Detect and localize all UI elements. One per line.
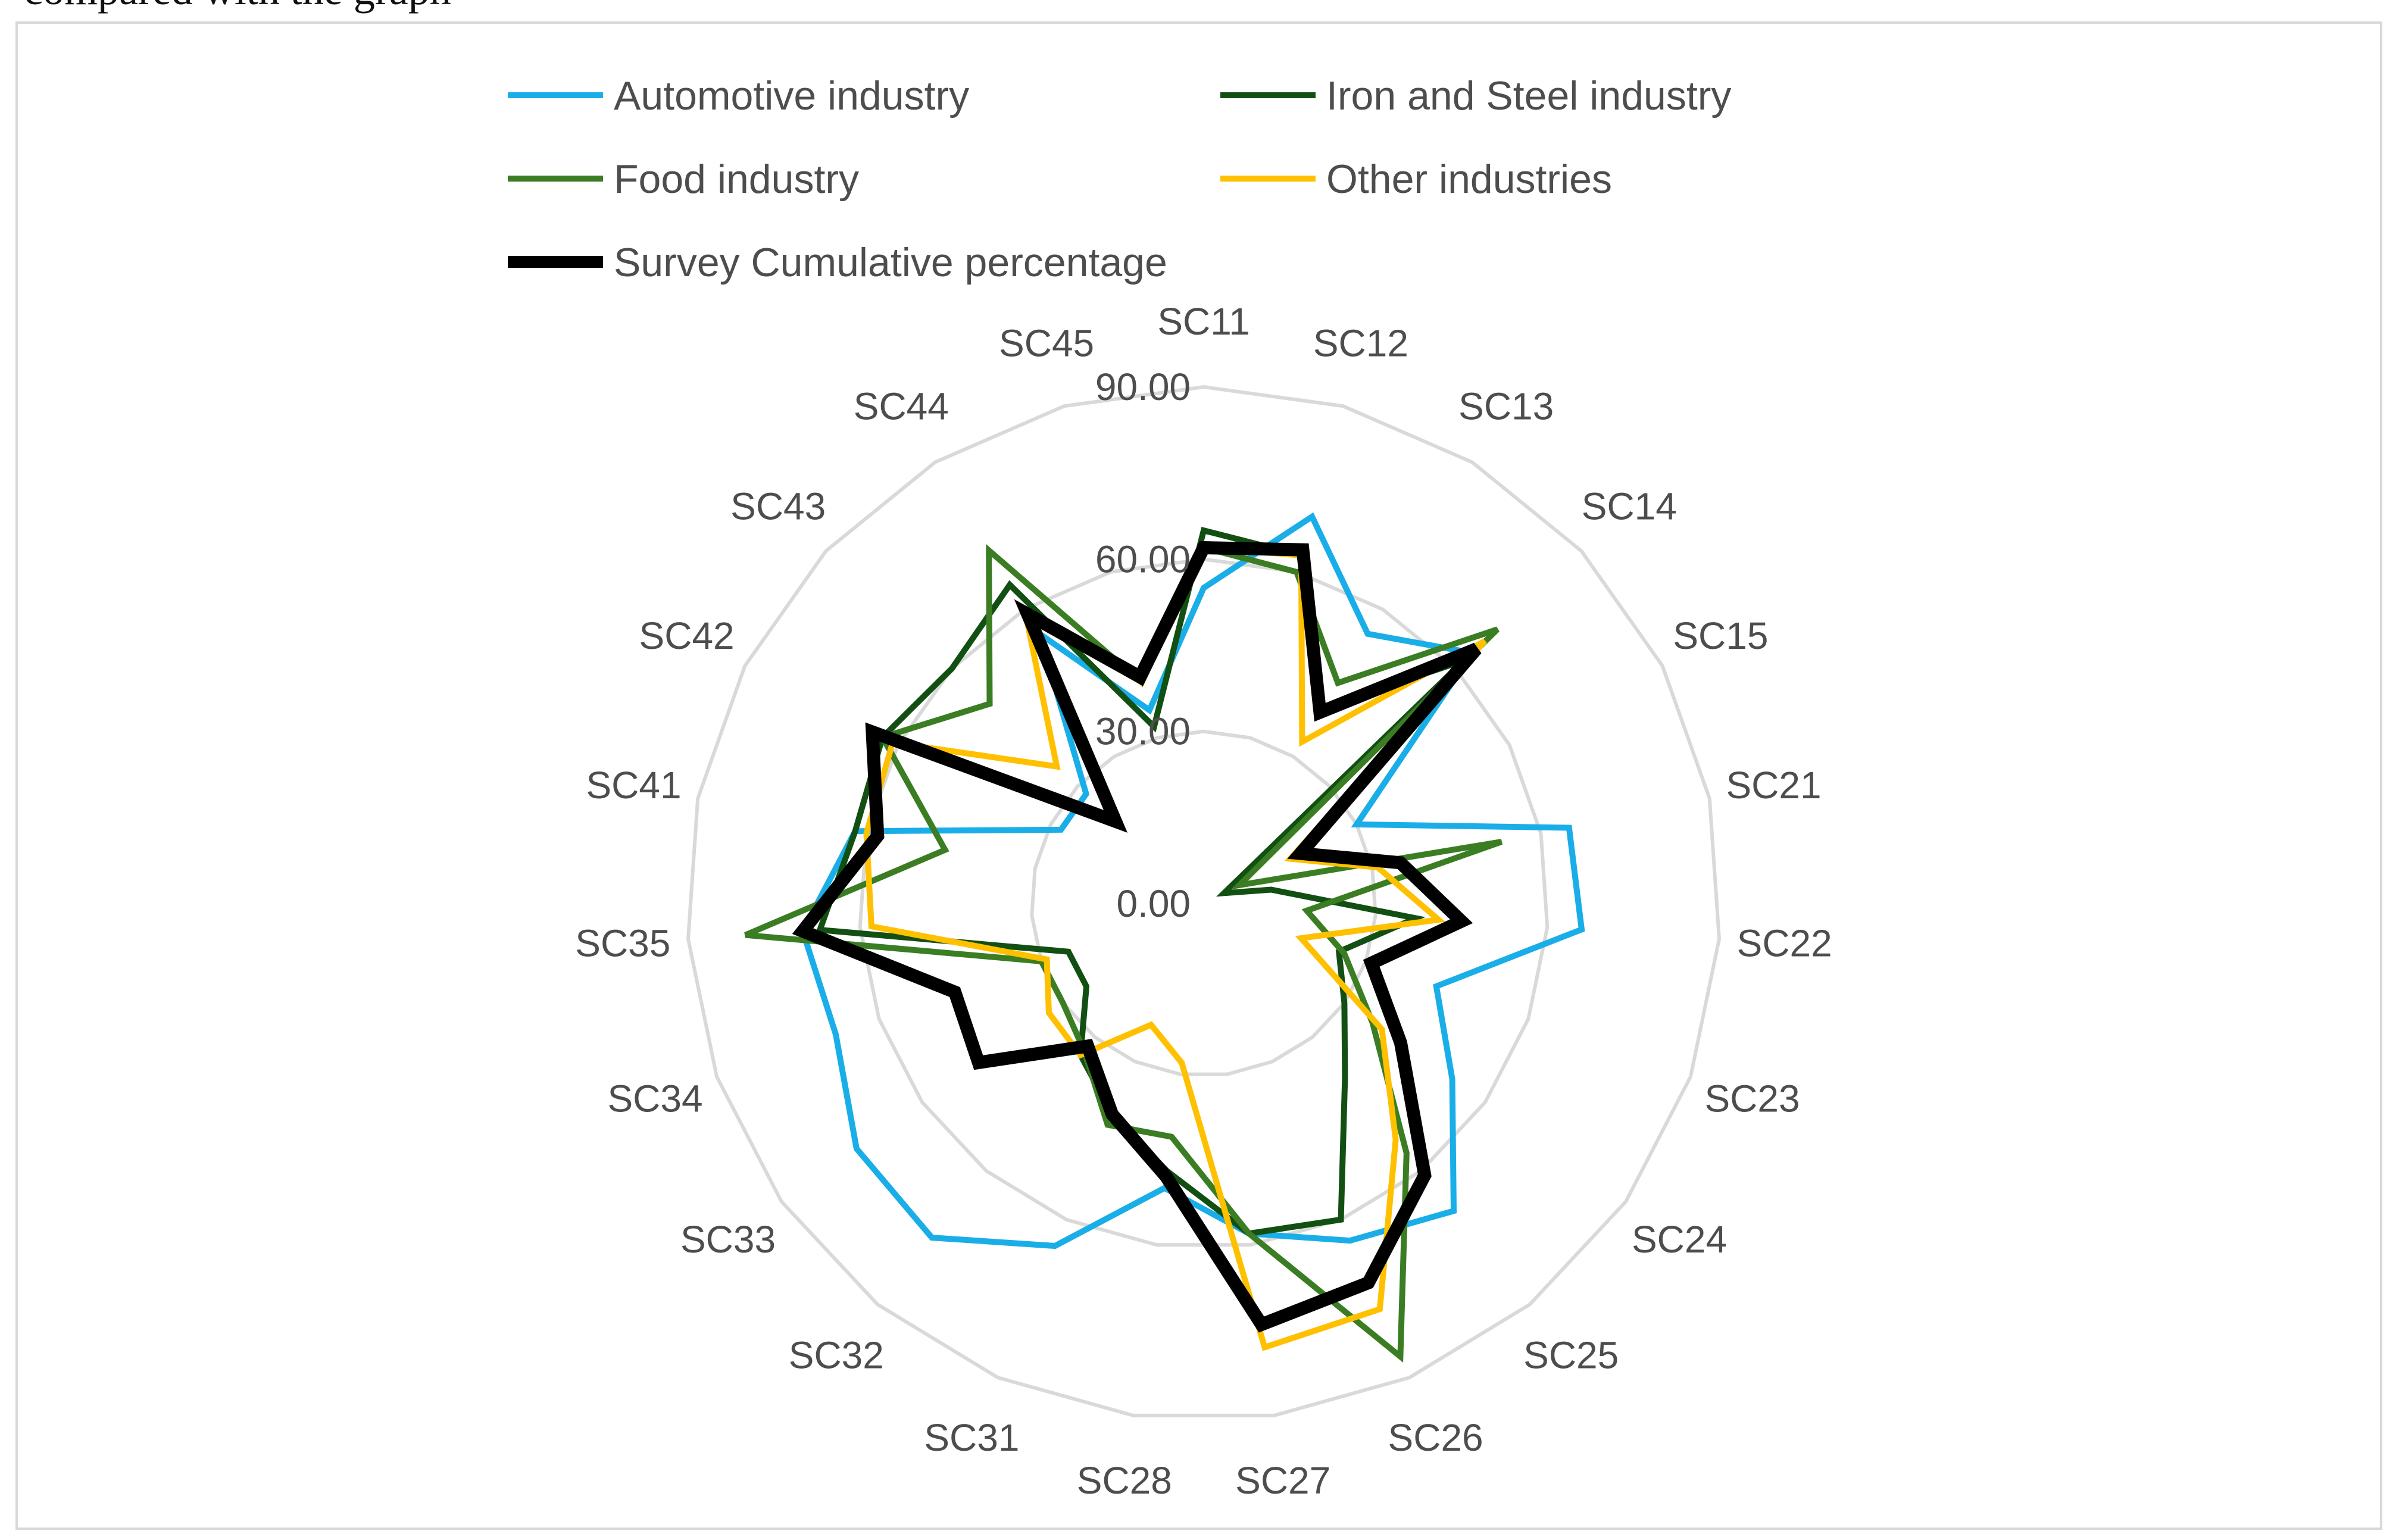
category-label-sc15: SC15	[1673, 614, 1768, 657]
series-line-automotive-industry	[799, 512, 1585, 1250]
legend-label-other-industries: Other industries	[1326, 157, 1612, 202]
category-labels: SC11 SC12 SC13 SC14 SC15 SC21 SC22 SC23 SC24 SC25…	[575, 300, 1832, 1502]
category-label-sc27: SC27	[1235, 1459, 1330, 1502]
legend: Automotive industry Iron and Steel indust…	[508, 73, 1731, 285]
radial-tick-labels: 0.00 30.00 60.00 90.00	[1095, 366, 1191, 925]
series-layer	[744, 512, 1585, 1363]
category-label-sc14: SC14	[1582, 485, 1677, 528]
category-label-sc42: SC42	[639, 614, 735, 657]
category-label-sc35: SC35	[575, 922, 670, 965]
category-label-sc28: SC28	[1077, 1459, 1172, 1502]
series-line-food-industry	[744, 543, 1503, 1363]
category-label-sc43: SC43	[730, 485, 826, 528]
category-label-sc41: SC41	[586, 764, 681, 807]
category-label-sc26: SC26	[1388, 1416, 1483, 1459]
legend-label-food-industry: Food industry	[614, 157, 859, 202]
series-line-survey-cumulative-percentage	[792, 541, 1482, 1333]
radar-chart: Automotive industry Iron and Steel indust…	[508, 73, 1832, 1502]
caption-text: compared with the graph	[24, 0, 451, 15]
category-label-sc23: SC23	[1704, 1077, 1800, 1120]
legend-label-iron-and-steel-industry: Iron and Steel industry	[1326, 73, 1731, 118]
grid-ring-1	[1030, 729, 1377, 1076]
category-label-sc12: SC12	[1313, 321, 1408, 364]
radial-tick-label: 0.00	[1116, 882, 1191, 925]
category-label-sc11: SC11	[1157, 300, 1250, 343]
series-line-iron-and-steel-industry	[816, 527, 1466, 1237]
figure-caption-fragment: compared with the graph	[0, 0, 2399, 18]
category-label-sc24: SC24	[1632, 1218, 1727, 1261]
legend-label-survey-cumulative-percentage: Survey Cumulative percentage	[614, 240, 1167, 285]
category-label-sc25: SC25	[1523, 1334, 1619, 1377]
radial-tick-label: 30.00	[1095, 710, 1191, 753]
category-label-sc32: SC32	[789, 1334, 884, 1377]
legend-label-automotive-industry: Automotive industry	[614, 73, 969, 118]
grid-ring-3	[686, 385, 1722, 1417]
category-label-sc34: SC34	[607, 1077, 702, 1120]
radial-tick-label: 90.00	[1095, 366, 1191, 408]
category-label-sc44: SC44	[854, 385, 949, 427]
category-label-sc21: SC21	[1726, 764, 1821, 807]
category-label-sc22: SC22	[1737, 922, 1832, 965]
category-label-sc33: SC33	[680, 1218, 776, 1261]
radial-tick-label: 60.00	[1095, 538, 1191, 580]
category-label-sc31: SC31	[924, 1416, 1019, 1459]
category-label-sc45: SC45	[999, 321, 1094, 364]
chart-area: Automotive industry Iron and Steel indust…	[15, 21, 2382, 1530]
category-label-sc13: SC13	[1458, 385, 1554, 427]
